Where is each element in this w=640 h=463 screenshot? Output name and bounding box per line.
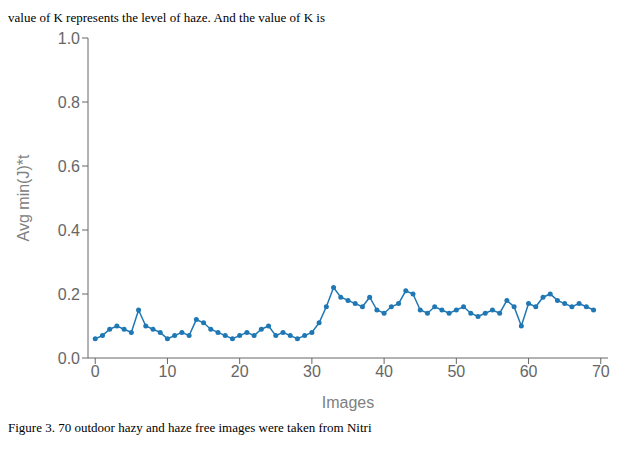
svg-text:30: 30: [303, 363, 321, 380]
html-text:value of K represents the leve: value of K represents the level of haze.…: [8, 10, 325, 25]
svg-text:70: 70: [592, 363, 610, 380]
svg-text:Images: Images: [322, 394, 374, 411]
svg-text:60: 60: [520, 363, 538, 380]
svg-text:0.2: 0.2: [58, 286, 80, 303]
svg-text:0.0: 0.0: [58, 350, 80, 367]
svg-text:1.0: 1.0: [58, 30, 80, 47]
svg-text:10: 10: [159, 363, 177, 380]
svg-text:0.8: 0.8: [58, 94, 80, 111]
svg-text:50: 50: [447, 363, 465, 380]
svg-text:0: 0: [91, 363, 100, 380]
html-text:Figure 3. 70 outdoor hazy and: Figure 3. 70 outdoor hazy and haze free …: [8, 420, 372, 435]
svg-text:0.4: 0.4: [58, 222, 80, 239]
svg-text:0.6: 0.6: [58, 158, 80, 175]
svg-text:20: 20: [231, 363, 249, 380]
svg-text:40: 40: [375, 363, 393, 380]
svg-text:Avg min(J)*t: Avg min(J)*t: [15, 154, 32, 241]
